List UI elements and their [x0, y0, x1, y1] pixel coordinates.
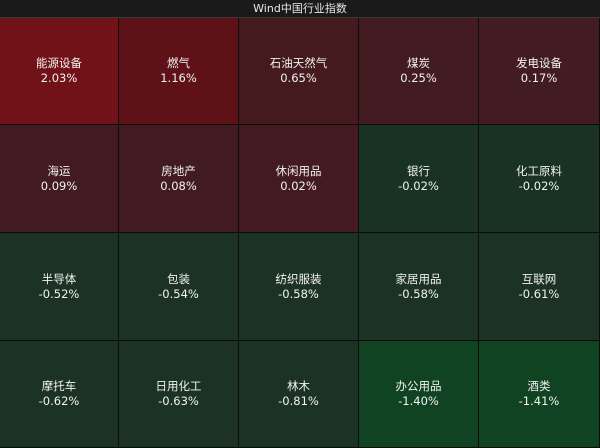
industry-tile[interactable]: 互联网 -0.61%: [479, 233, 600, 341]
industry-name: 办公用品: [395, 379, 442, 393]
industry-name: 海运: [47, 163, 71, 178]
industry-change: -1.40%: [398, 394, 439, 408]
industry-name: 摩托车: [41, 379, 77, 393]
industry-tile[interactable]: 摩托车 -0.62%: [0, 341, 119, 448]
industry-change: -0.02%: [518, 178, 560, 193]
industry-tile[interactable]: 酒类 -1.41%: [479, 341, 600, 448]
industry-name: 休闲用品: [275, 163, 322, 178]
industry-tile[interactable]: 纺织服装 -0.58%: [239, 233, 359, 341]
industry-name: 纺织服装: [275, 271, 322, 286]
industry-name: 房地产: [161, 163, 196, 178]
industry-tile[interactable]: 日用化工 -0.63%: [119, 341, 239, 448]
industry-change: -0.61%: [518, 286, 560, 301]
industry-tile[interactable]: 林木 -0.81%: [239, 341, 359, 448]
industry-tile[interactable]: 包装 -0.54%: [119, 233, 239, 341]
industry-change: -0.62%: [38, 394, 80, 408]
industry-change: -0.54%: [158, 286, 199, 301]
industry-tile[interactable]: 发电设备 0.17%: [479, 18, 600, 125]
industry-name: 发电设备: [516, 56, 562, 70]
industry-tile[interactable]: 半导体 -0.52%: [0, 233, 119, 341]
industry-tile[interactable]: 煤炭 0.25%: [359, 18, 479, 125]
industry-change: -0.63%: [158, 394, 199, 408]
industry-change: -0.58%: [278, 286, 319, 301]
industry-name: 化工原料: [516, 163, 562, 178]
industry-tile[interactable]: 休闲用品 0.02%: [239, 125, 359, 233]
industry-name: 石油天然气: [269, 56, 328, 70]
industry-tile[interactable]: 房地产 0.08%: [119, 125, 239, 233]
industry-name: 银行: [407, 163, 430, 178]
industry-name: 能源设备: [36, 56, 82, 70]
industry-change: -0.02%: [398, 178, 439, 193]
industry-name: 互联网: [521, 271, 557, 286]
industry-change: 0.17%: [520, 71, 558, 85]
industry-tile[interactable]: 银行 -0.02%: [359, 125, 479, 233]
industry-change: -0.58%: [398, 286, 439, 301]
industry-tile[interactable]: 燃气 1.16%: [119, 18, 239, 125]
industry-change: 0.08%: [160, 178, 197, 193]
industry-name: 家居用品: [395, 271, 442, 286]
industry-tile[interactable]: 家居用品 -0.58%: [359, 233, 479, 341]
industry-name: 半导体: [41, 271, 77, 286]
industry-tile[interactable]: 海运 0.09%: [0, 125, 119, 233]
industry-tile[interactable]: 石油天然气 0.65%: [239, 18, 359, 125]
industry-name: 林木: [287, 379, 310, 393]
industry-change: 0.09%: [40, 178, 78, 193]
industry-name: 日用化工: [155, 379, 202, 393]
industry-change: 0.02%: [280, 178, 317, 193]
industry-change: 0.25%: [400, 71, 437, 85]
industry-change: -0.52%: [38, 286, 80, 301]
industry-change: -0.81%: [278, 394, 319, 408]
industry-index-heatmap: 能源设备 2.03% 燃气 1.16% 石油天然气 0.65% 煤炭 0.25%…: [0, 18, 600, 448]
industry-change: -1.41%: [518, 394, 560, 408]
industry-change: 0.65%: [280, 71, 317, 85]
industry-name: 燃气: [167, 56, 190, 70]
industry-tile[interactable]: 能源设备 2.03%: [0, 18, 119, 125]
industry-change: 1.16%: [160, 71, 197, 85]
industry-name: 包装: [167, 271, 190, 286]
industry-change: 2.03%: [40, 71, 78, 85]
industry-tile[interactable]: 化工原料 -0.02%: [479, 125, 600, 233]
heatmap-title: Wind中国行业指数: [0, 0, 600, 18]
industry-name: 酒类: [527, 379, 551, 393]
industry-tile[interactable]: 办公用品 -1.40%: [359, 341, 479, 448]
industry-name: 煤炭: [407, 56, 430, 70]
